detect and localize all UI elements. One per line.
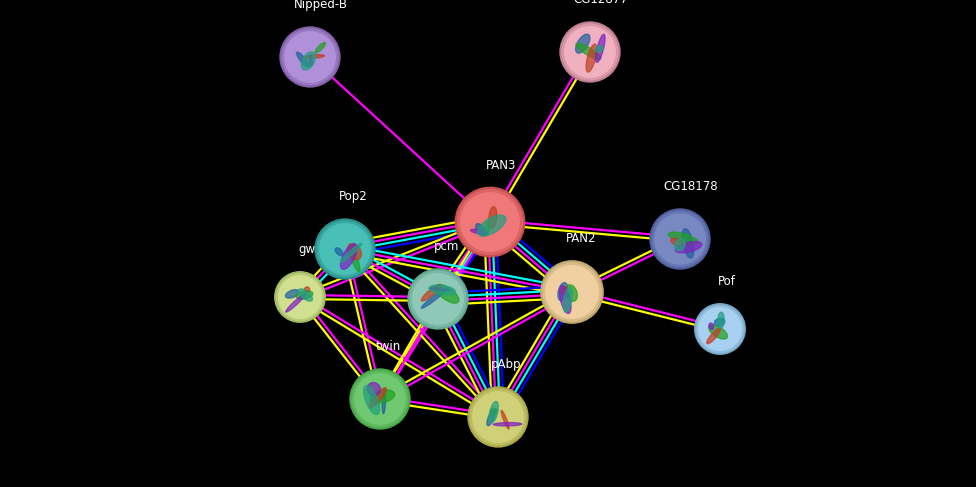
Ellipse shape bbox=[587, 44, 596, 72]
Circle shape bbox=[349, 368, 411, 430]
Ellipse shape bbox=[490, 409, 498, 413]
Circle shape bbox=[409, 270, 467, 328]
Circle shape bbox=[278, 275, 322, 319]
Ellipse shape bbox=[383, 388, 386, 413]
Ellipse shape bbox=[671, 238, 685, 246]
Ellipse shape bbox=[675, 242, 702, 253]
Ellipse shape bbox=[717, 312, 724, 328]
Ellipse shape bbox=[486, 221, 490, 235]
Ellipse shape bbox=[682, 228, 694, 258]
Circle shape bbox=[314, 218, 376, 280]
Ellipse shape bbox=[305, 55, 324, 58]
Circle shape bbox=[564, 26, 616, 78]
Ellipse shape bbox=[369, 388, 386, 408]
Text: PAN3: PAN3 bbox=[486, 159, 516, 171]
Circle shape bbox=[469, 389, 527, 446]
Circle shape bbox=[274, 271, 326, 323]
Ellipse shape bbox=[335, 248, 343, 256]
Circle shape bbox=[694, 303, 746, 355]
Ellipse shape bbox=[561, 287, 568, 294]
Circle shape bbox=[696, 305, 745, 353]
Ellipse shape bbox=[595, 34, 605, 62]
Ellipse shape bbox=[595, 45, 603, 53]
Ellipse shape bbox=[707, 328, 720, 344]
Circle shape bbox=[651, 210, 709, 267]
Circle shape bbox=[649, 208, 711, 270]
Ellipse shape bbox=[487, 410, 496, 426]
Ellipse shape bbox=[422, 289, 446, 308]
Ellipse shape bbox=[714, 318, 725, 326]
Ellipse shape bbox=[302, 52, 315, 70]
Ellipse shape bbox=[477, 215, 506, 236]
Circle shape bbox=[281, 28, 339, 86]
Ellipse shape bbox=[576, 43, 601, 59]
Ellipse shape bbox=[709, 325, 727, 339]
Ellipse shape bbox=[435, 284, 459, 303]
Ellipse shape bbox=[364, 385, 380, 414]
Circle shape bbox=[412, 273, 464, 325]
Circle shape bbox=[351, 371, 409, 428]
Text: CG12877: CG12877 bbox=[573, 0, 628, 6]
Circle shape bbox=[407, 268, 468, 330]
Ellipse shape bbox=[341, 244, 357, 269]
Ellipse shape bbox=[286, 294, 305, 312]
Text: pAbp: pAbp bbox=[491, 358, 521, 371]
Ellipse shape bbox=[305, 287, 309, 292]
Ellipse shape bbox=[558, 282, 568, 301]
Circle shape bbox=[457, 189, 523, 255]
Circle shape bbox=[540, 260, 604, 324]
Circle shape bbox=[543, 262, 601, 322]
Ellipse shape bbox=[315, 42, 326, 53]
Ellipse shape bbox=[565, 285, 578, 301]
Circle shape bbox=[276, 273, 324, 321]
Circle shape bbox=[472, 391, 524, 443]
Ellipse shape bbox=[341, 244, 361, 262]
Circle shape bbox=[460, 192, 520, 252]
Circle shape bbox=[284, 31, 336, 83]
Ellipse shape bbox=[367, 383, 381, 395]
Ellipse shape bbox=[489, 206, 497, 228]
Ellipse shape bbox=[493, 423, 522, 426]
Ellipse shape bbox=[370, 390, 394, 403]
Ellipse shape bbox=[348, 245, 360, 272]
Circle shape bbox=[354, 373, 406, 425]
Ellipse shape bbox=[309, 55, 312, 66]
Text: gw: gw bbox=[298, 243, 315, 256]
Ellipse shape bbox=[559, 285, 571, 314]
Text: CG18178: CG18178 bbox=[663, 180, 717, 193]
Ellipse shape bbox=[563, 287, 572, 313]
Ellipse shape bbox=[576, 34, 590, 53]
Circle shape bbox=[559, 21, 621, 83]
Circle shape bbox=[561, 23, 619, 81]
Ellipse shape bbox=[489, 401, 499, 423]
Ellipse shape bbox=[299, 289, 312, 301]
Circle shape bbox=[279, 26, 341, 88]
Circle shape bbox=[654, 213, 706, 265]
Ellipse shape bbox=[475, 224, 486, 236]
Text: twin: twin bbox=[376, 340, 401, 354]
Ellipse shape bbox=[429, 287, 449, 291]
Ellipse shape bbox=[347, 244, 361, 260]
Circle shape bbox=[545, 265, 599, 319]
Text: pcm: pcm bbox=[433, 240, 459, 253]
Ellipse shape bbox=[429, 285, 456, 295]
Text: PAN2: PAN2 bbox=[566, 232, 596, 245]
Ellipse shape bbox=[674, 239, 685, 251]
Ellipse shape bbox=[296, 291, 312, 299]
Ellipse shape bbox=[669, 232, 698, 244]
Circle shape bbox=[319, 223, 371, 275]
Ellipse shape bbox=[422, 284, 441, 301]
Circle shape bbox=[468, 386, 529, 448]
Ellipse shape bbox=[709, 323, 713, 330]
Circle shape bbox=[455, 187, 525, 258]
Ellipse shape bbox=[297, 52, 309, 67]
Text: Pof: Pof bbox=[717, 275, 736, 288]
Ellipse shape bbox=[502, 411, 509, 429]
Circle shape bbox=[316, 221, 374, 278]
Circle shape bbox=[698, 307, 742, 351]
Ellipse shape bbox=[470, 229, 487, 234]
Text: Pop2: Pop2 bbox=[339, 190, 368, 203]
Ellipse shape bbox=[286, 290, 299, 298]
Text: Nipped-B: Nipped-B bbox=[294, 0, 347, 11]
